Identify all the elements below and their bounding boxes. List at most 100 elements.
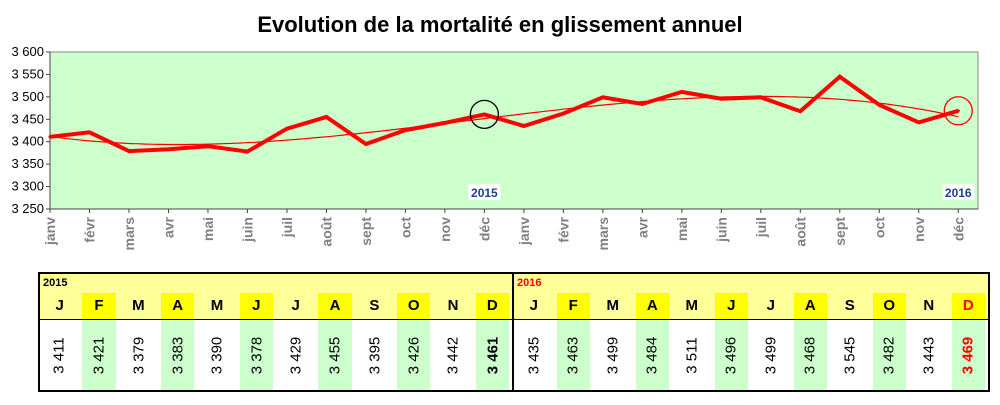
value-label: 3 511 [683,336,701,374]
data-point [719,97,723,101]
value-cell: 3 390 [200,320,233,390]
highlight-markers [469,96,973,130]
trend-line [49,95,959,146]
data-point [245,150,249,154]
data-point [403,128,407,132]
plot-area [49,51,979,210]
value-label: 3 378 [247,336,265,374]
value-label: 3 421 [90,336,108,374]
x-tick-label: août [318,217,334,247]
value-cell: 3 443 [912,320,946,390]
data-point [561,111,565,115]
month-header: J [766,297,775,314]
y-tick-label: 3 450 [11,111,44,126]
value-cell: 3 463 [556,320,590,390]
x-tick-label: nov [911,217,927,242]
value-cell: 3 442 [436,320,469,390]
x-tick-label: sept [358,217,374,246]
value-label: 3 455 [326,336,344,374]
value-label: 3 442 [444,336,462,374]
x-tick-label: avr [634,216,650,238]
month-header: A [635,293,669,319]
month-header: M [685,297,699,314]
month-header: M [132,297,145,314]
annotation-label: 2016 [945,186,972,200]
x-tick-label: sept [832,217,848,246]
x-tick-label: mars [121,217,137,251]
x-tick-label: juin [713,217,729,243]
value-label: 3 496 [722,336,740,374]
value-cell: 3 545 [833,320,867,390]
month-header: M [210,297,224,314]
x-tick-label: mars [595,217,611,251]
x-tick-label: oct [397,217,413,238]
data-point [798,109,802,113]
x-tick-label: mai [674,217,690,241]
value-cell: 3 484 [635,320,669,390]
x-tick-label: juin [239,217,255,243]
month-header: N [447,297,459,314]
x-tick-label: nov [437,217,453,242]
value-cell: 3 421 [82,320,116,390]
data-point [324,115,328,119]
month-header: N [923,297,935,314]
table-body: 3 411 3 421 3 379 3 383 3 390 3 378 3 429 3 455… [40,320,512,390]
x-tick-label: juil [279,217,295,238]
data-point [48,135,52,139]
data-point [443,121,447,125]
data-point [285,127,289,131]
table-year: 2016 [517,277,542,289]
x-tick-label: févr [555,216,571,242]
value-label: 3 429 [287,336,305,374]
data-point [956,109,960,113]
month-header: J [55,297,64,314]
month-header: D [951,293,985,319]
data-point [601,95,605,99]
month-header: F [556,293,590,319]
year-annotations: 2015 2016 [468,184,975,200]
value-label: 3 443 [920,336,938,374]
data-point [166,147,170,151]
value-label: 3 499 [762,336,780,374]
month-header: O [872,293,906,319]
month-header: M [606,297,620,314]
month-header: J [714,293,748,319]
x-tick-label: mai [200,217,216,241]
highlight-circle [469,99,500,130]
value-label: 3 484 [643,336,661,374]
value-cell: 3 429 [279,320,312,390]
data-point [838,75,842,79]
value-label: 3 383 [169,336,187,374]
x-tick-label: déc [950,217,966,241]
value-cell: 3 499 [596,320,630,390]
x-tick-label: févr [81,216,97,242]
x-tick-label: juil [753,217,769,238]
x-tick-label: janv [516,217,532,246]
value-label: 3 461 [483,336,501,374]
data-point [680,90,684,94]
month-header: J [291,297,300,314]
month-header: J [239,293,273,319]
x-tick-label: janv [42,217,58,246]
value-cell: 3 496 [714,320,748,390]
annotation-label: 2015 [471,186,498,200]
series-line [49,74,959,154]
value-label: 3 379 [129,336,147,374]
highlight-circle [943,96,973,126]
x-tick-label: août [792,217,808,247]
table-year: 2015 [43,277,68,289]
x-axis: janv févr mars avr mai juin juil août sept oct nov… [42,208,978,251]
data-points [48,75,960,154]
value-label: 3 411 [51,336,69,374]
y-tick-label: 3 550 [11,66,44,81]
data-point [917,120,921,124]
value-label: 3 426 [405,336,423,374]
value-cell: 3 469 [951,320,985,390]
data-point [364,142,368,146]
value-label: 3 482 [880,336,898,374]
value-label: 3 469 [959,336,977,374]
value-label: 3 463 [564,336,582,374]
value-label: 3 435 [525,336,543,374]
